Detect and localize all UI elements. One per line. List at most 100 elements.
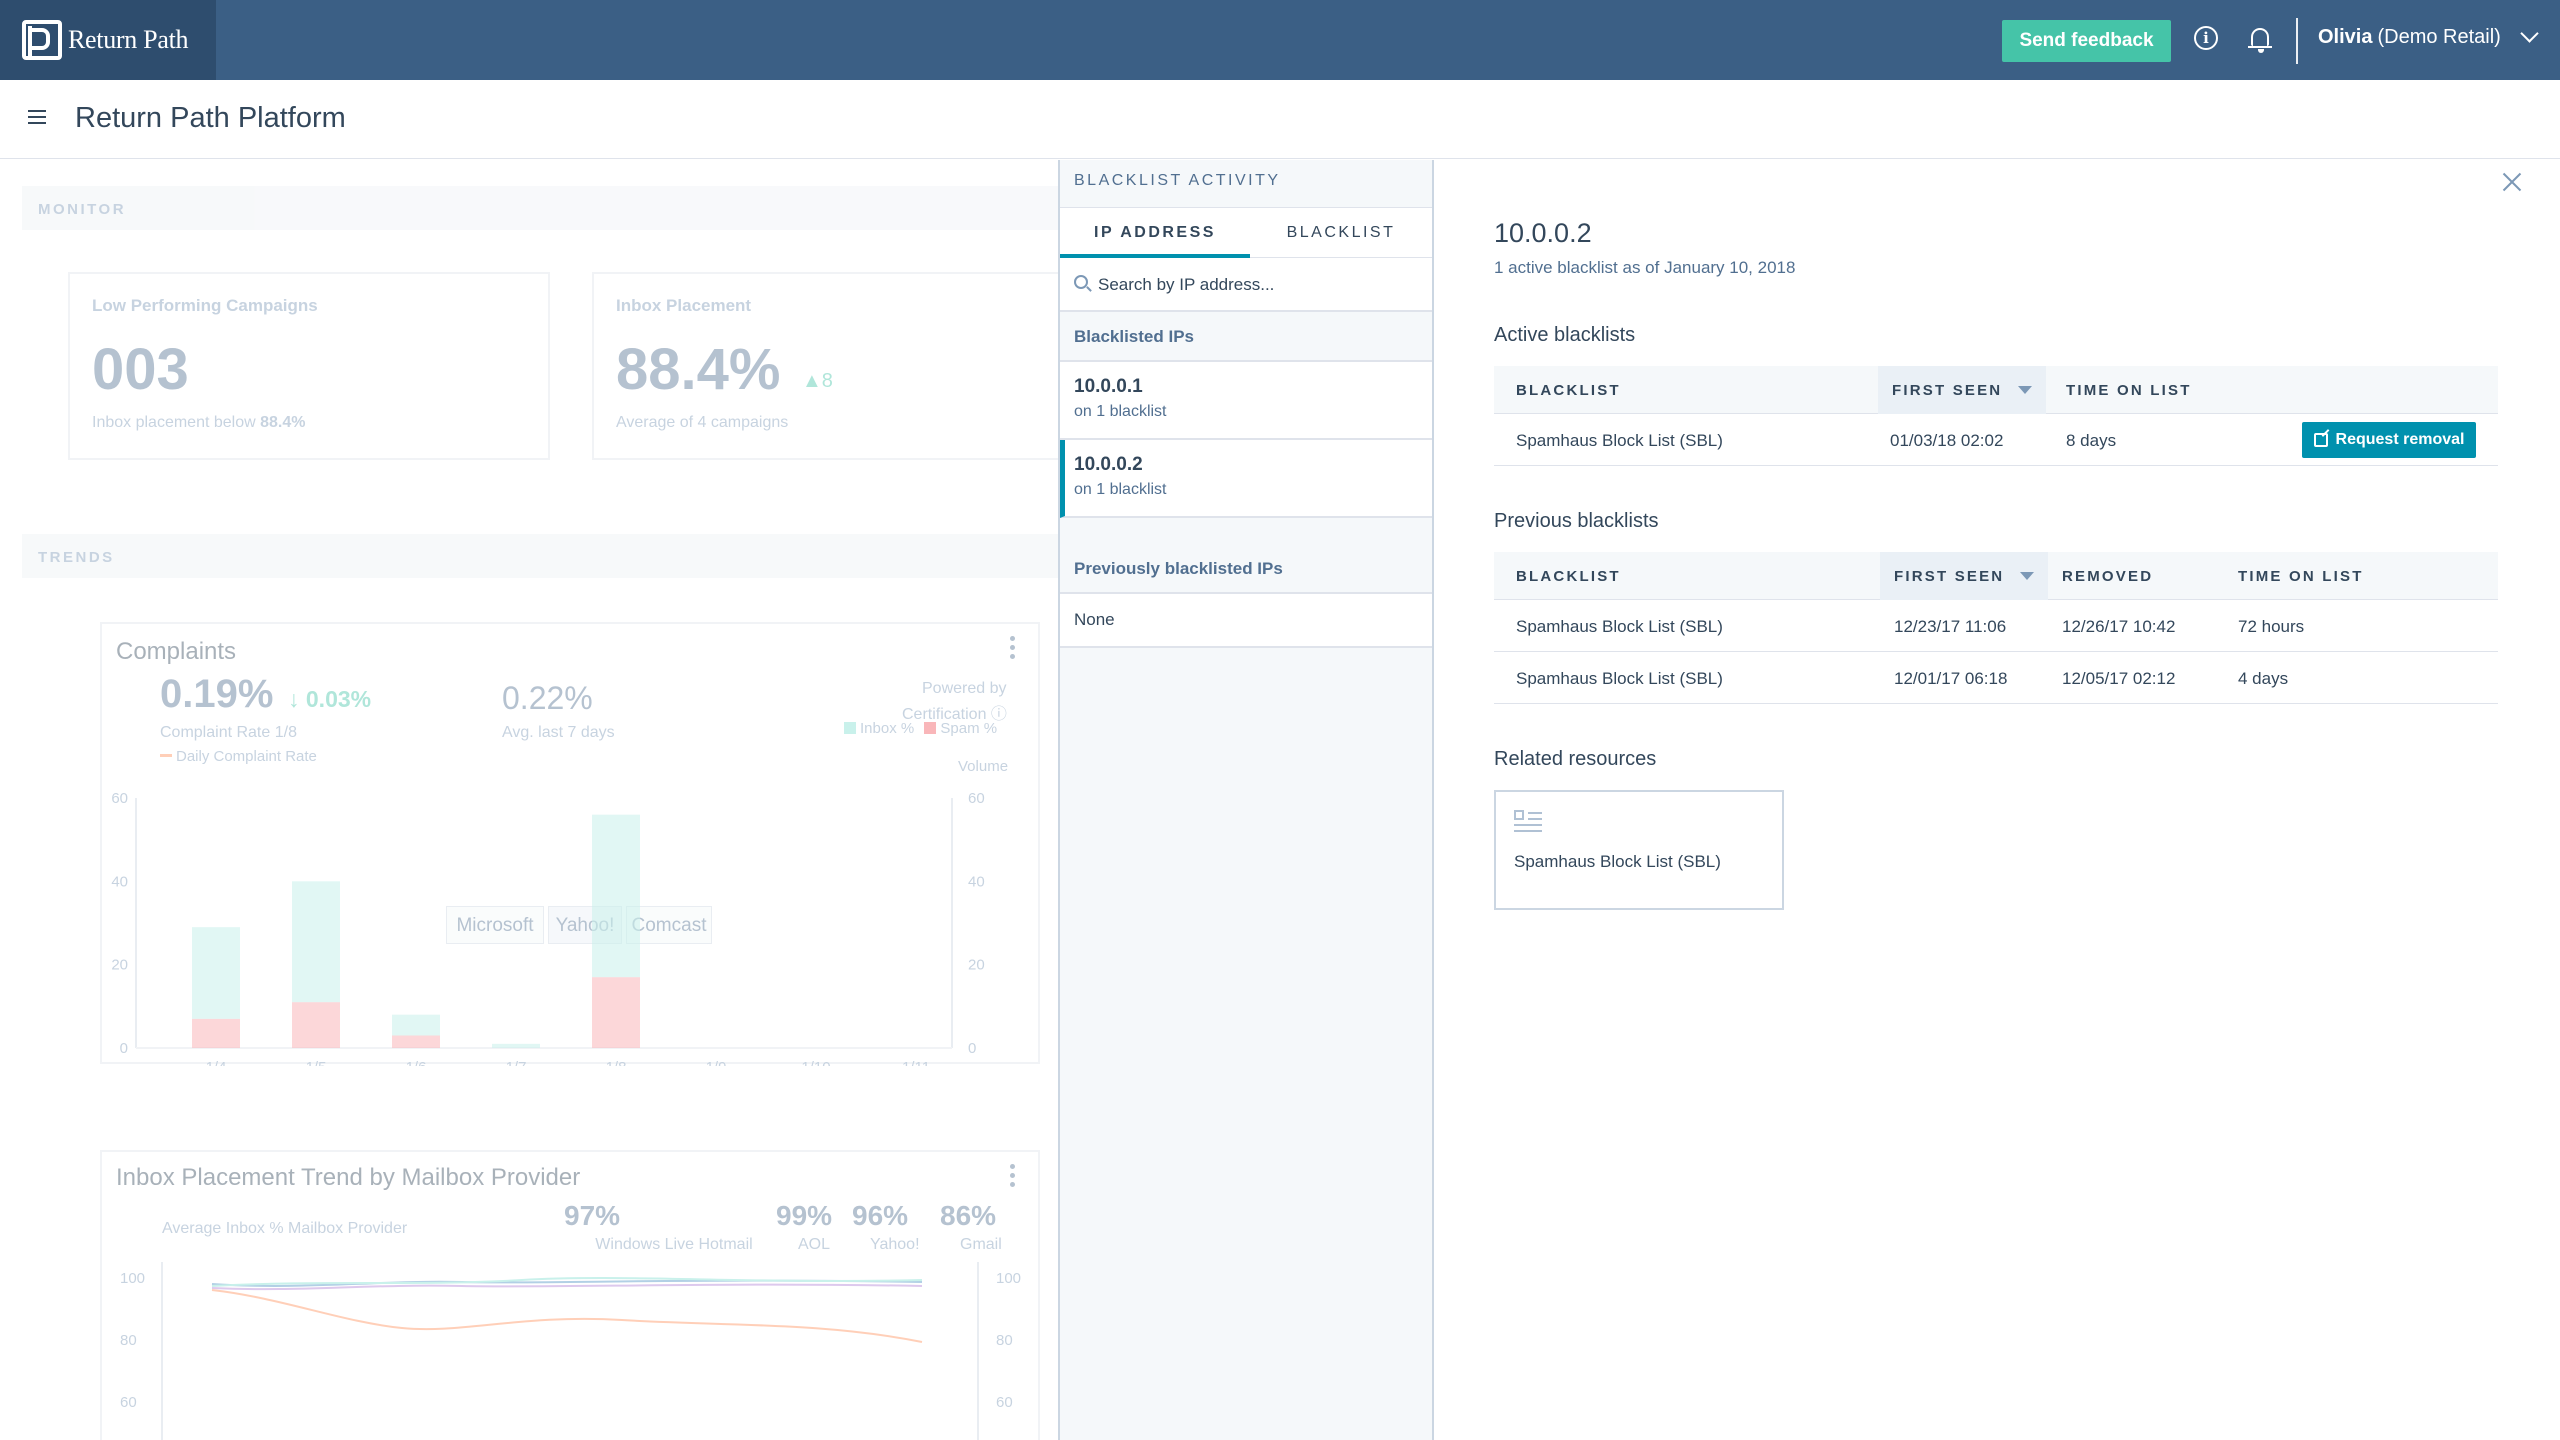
- return-path-logo-icon: [22, 20, 62, 60]
- user-org: (Demo Retail): [2377, 26, 2501, 48]
- previously-blacklisted-heading: Previously blacklisted IPs: [1060, 544, 1432, 594]
- tab-blacklist[interactable]: BLACKLIST: [1286, 224, 1396, 241]
- bar-spam-1-4: [192, 1018, 240, 1048]
- previously-blacklisted-none: None: [1060, 594, 1432, 648]
- list-item-ip: 10.0.0.1: [1074, 376, 1143, 397]
- certification-label: Certification ⓘ: [902, 706, 1007, 723]
- chevron-down-icon: [2520, 24, 2539, 43]
- table-row: Spamhaus Block List (SBL) 12/01/17 06:18…: [1494, 652, 2498, 704]
- list-item-selected[interactable]: 10.0.0.2 on 1 blacklist: [1060, 440, 1432, 518]
- y-tick-label: 60: [111, 790, 128, 807]
- bar-inbox-1-7: [492, 1043, 540, 1048]
- request-removal-button[interactable]: Request removal: [2302, 422, 2476, 458]
- x-tick-label: 1/5: [306, 1059, 327, 1066]
- cell-first-seen: 01/03/18 02:02: [1890, 431, 2004, 450]
- cell-time-on-list: 4 days: [2238, 669, 2289, 688]
- complaint-rate-label: Complaint Rate 1/8: [160, 724, 297, 741]
- table-header: BLACKLIST FIRST SEEN REMOVED TIME ON LIS…: [1494, 552, 2498, 600]
- provider-tab-microsoft[interactable]: Microsoft: [446, 906, 544, 944]
- bell-icon[interactable]: [2244, 22, 2276, 54]
- y-tick-label-right: 20: [968, 957, 985, 974]
- complaints-more-icon[interactable]: [1010, 636, 1016, 660]
- y-tick-label-right: 0: [968, 1040, 976, 1057]
- search-icon: [1074, 275, 1088, 289]
- inbox-placement-label: Inbox Placement: [616, 296, 752, 315]
- brand-name: Return Path: [68, 25, 189, 54]
- y-tick-label-right: 40: [968, 873, 985, 890]
- top-bar: Return Path Send feedback i Olivia (Demo…: [0, 0, 2560, 80]
- dashboard-background: MONITOR Low Performing Campaigns 003 Inb…: [0, 160, 1058, 1440]
- bar-spam-1-6: [392, 1035, 440, 1048]
- table-row: Spamhaus Block List (SBL) 12/23/17 11:06…: [1494, 600, 2498, 652]
- inbox-trend-more-icon[interactable]: [1010, 1164, 1016, 1188]
- info-icon[interactable]: i: [2190, 22, 2222, 54]
- daily-rate-legend: Daily Complaint Rate: [160, 748, 317, 765]
- complaint-legend: Inbox % Spam %: [844, 720, 997, 737]
- powered-by: Powered by: [922, 680, 1007, 697]
- cell-first-seen: 12/23/17 11:06: [1894, 617, 2007, 636]
- cell-time-on-list: 8 days: [2066, 431, 2117, 450]
- blacklist-activity-panel: BLACKLIST ACTIVITY IP ADDRESS BLACKLIST …: [1058, 160, 1434, 1440]
- inbox-trend-chart: [161, 1262, 979, 1440]
- column-header[interactable]: REMOVED: [2062, 568, 2154, 585]
- list-item[interactable]: 10.0.0.1 on 1 blacklist: [1060, 362, 1432, 440]
- active-blacklists-table: BLACKLIST FIRST SEEN TIME ON LIST Spamha…: [1494, 366, 2498, 468]
- provider-value-yahoo: 96%: [852, 1200, 909, 1231]
- ip-search-input[interactable]: [1098, 270, 1418, 300]
- volume-label: Volume: [958, 758, 1009, 775]
- cell-removed: 12/05/17 02:12: [2062, 669, 2176, 688]
- cell-first-seen: 12/01/17 06:18: [1894, 669, 2008, 688]
- trend-y-tick: 100: [120, 1270, 146, 1287]
- bar-inbox-1-6: [392, 1014, 440, 1036]
- x-tick-label: 1/8: [606, 1059, 627, 1066]
- cell-time-on-list: 72 hours: [2238, 617, 2305, 636]
- related-resource-card[interactable]: Spamhaus Block List (SBL): [1494, 790, 1784, 910]
- complaints-title: Complaints: [116, 638, 237, 665]
- x-tick-label: 1/9: [706, 1059, 727, 1066]
- sort-down-icon: [2018, 386, 2033, 394]
- brand-logo[interactable]: Return Path: [0, 0, 216, 80]
- page-header: [0, 80, 2560, 159]
- low-performing-card[interactable]: Low Performing Campaigns 003 Inbox place…: [68, 272, 550, 460]
- inbox-placement-value: 88.4%: [616, 337, 781, 402]
- blacklist-activity-header: BLACKLIST ACTIVITY: [1060, 160, 1432, 208]
- provider-name-yahoo: Yahoo!: [870, 1236, 920, 1253]
- provider-name-aol: AOL: [798, 1236, 831, 1253]
- tab-ip-address[interactable]: IP ADDRESS: [1060, 208, 1250, 258]
- bar-inbox-1-4: [192, 927, 240, 1019]
- low-performing-label: Low Performing Campaigns: [92, 296, 318, 315]
- bar-inbox-1-8: [592, 814, 640, 978]
- column-header[interactable]: BLACKLIST: [1516, 568, 1621, 585]
- previous-blacklists-heading: Previous blacklists: [1494, 510, 1659, 532]
- user-menu[interactable]: Olivia (Demo Retail): [2318, 24, 2539, 49]
- y-tick-label-right: 60: [968, 790, 985, 807]
- provider-value-hotmail: 97%: [564, 1200, 621, 1231]
- cell-blacklist: Spamhaus Block List (SBL): [1516, 431, 1723, 450]
- send-feedback-button[interactable]: Send feedback: [2002, 20, 2171, 62]
- close-icon[interactable]: [2500, 170, 2524, 194]
- y-tick-label: 0: [120, 1040, 128, 1057]
- inbox-trend-subtitle: Average Inbox % Mailbox Provider: [162, 1220, 408, 1237]
- inbox-placement-card[interactable]: Inbox Placement 88.4% ▲8 Average of 4 ca…: [592, 272, 1058, 460]
- trend-y-tick-right: 60: [996, 1394, 1013, 1411]
- column-header[interactable]: TIME ON LIST: [2066, 382, 2192, 399]
- active-blacklists-heading: Active blacklists: [1494, 324, 1636, 346]
- x-tick-label: 1/11: [902, 1059, 930, 1066]
- column-header-sorted[interactable]: FIRST SEEN: [1880, 552, 2048, 600]
- hamburger-menu-icon[interactable]: [28, 110, 48, 126]
- column-header[interactable]: BLACKLIST: [1516, 382, 1621, 399]
- column-header[interactable]: TIME ON LIST: [2238, 568, 2364, 585]
- bar-spam-1-8: [592, 977, 640, 1048]
- list-item-sub: on 1 blacklist: [1074, 481, 1167, 498]
- provider-tab-yahoo[interactable]: Yahoo!: [548, 906, 622, 944]
- x-tick-label: 1/7: [506, 1059, 527, 1066]
- blacklist-tabs: IP ADDRESS BLACKLIST: [1060, 208, 1432, 258]
- external-link-icon: [2313, 433, 2328, 447]
- column-header-sorted[interactable]: FIRST SEEN: [1878, 366, 2046, 414]
- low-performing-sub: Inbox placement below 88.4%: [92, 414, 306, 431]
- provider-value-gmail: 86%: [940, 1200, 997, 1231]
- provider-tab-comcast[interactable]: Comcast: [626, 906, 712, 944]
- x-tick-label: 1/6: [406, 1059, 427, 1066]
- ip-search-box: [1060, 258, 1432, 312]
- complaint-rate: 0.19%: [160, 672, 274, 716]
